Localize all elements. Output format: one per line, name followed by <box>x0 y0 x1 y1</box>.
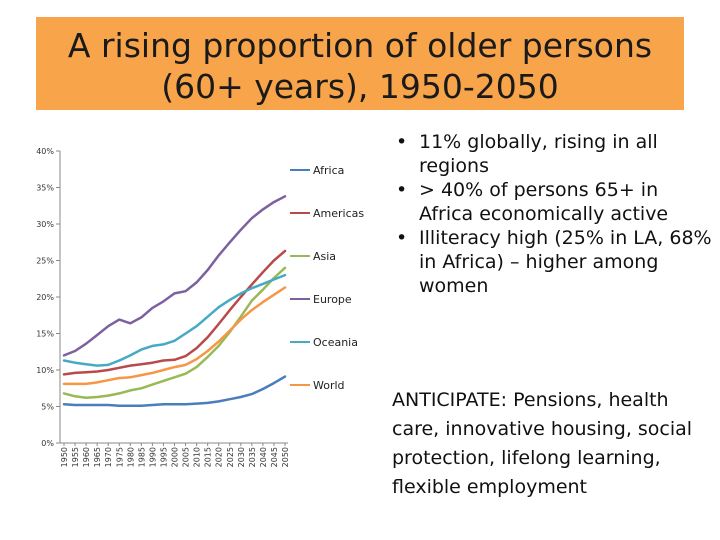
x-tick-label: 1960 <box>82 447 91 467</box>
bullet-item-2: > 40% of persons 65+ in Africa economica… <box>392 178 712 226</box>
series-line-oceania <box>62 273 287 367</box>
y-tick-label: 20% <box>36 293 54 302</box>
title-band <box>36 17 684 110</box>
legend-label-africa: Africa <box>313 164 344 177</box>
legend-label-americas: Americas <box>313 207 364 220</box>
legend-label-world: World <box>313 379 345 392</box>
plot-area: 0% 5% 10% 15% 20% 25% 30% 35% 40% 1950 1955 1960 196… <box>36 147 290 467</box>
series-line-africa <box>62 375 287 408</box>
x-tick-label: 2000 <box>171 447 180 467</box>
series-line-europe <box>62 195 287 357</box>
x-tick-label: 2020 <box>215 447 224 467</box>
x-tick-label: 2040 <box>259 447 268 467</box>
x-tick-label: 1985 <box>137 447 146 467</box>
x-tick-label: 2030 <box>237 447 246 467</box>
anticipate-text: ANTICIPATE: Pensions, health care, innov… <box>392 389 693 498</box>
y-tick-label: 0% <box>41 439 54 448</box>
series-line-world <box>62 286 287 386</box>
x-tick-label: 1955 <box>71 447 80 467</box>
slide-title-line-1: A rising proportion of older persons <box>67 26 653 65</box>
slide-title-line-2: (60+ years), 1950-2050 <box>161 67 559 106</box>
x-tick-label: 1995 <box>159 447 168 467</box>
series-line-asia <box>62 266 287 399</box>
x-tick-label: 2045 <box>270 447 279 467</box>
chart-legend: Africa Americas Asia Europe Oceania World <box>290 164 364 392</box>
bullet-item-1: 11% globally, rising in all regions <box>392 130 712 178</box>
x-tick-label: 1950 <box>60 447 69 467</box>
y-tick-label: 15% <box>36 330 54 339</box>
y-tick-label: 5% <box>41 403 54 412</box>
x-tick-label: 1980 <box>126 447 135 467</box>
x-tick-label: 2035 <box>248 447 257 467</box>
x-tick-label: 2050 <box>281 447 290 467</box>
y-tick-label: 25% <box>36 257 54 266</box>
y-tick-label: 35% <box>36 184 54 193</box>
x-tick-label: 1970 <box>104 447 113 467</box>
x-tick-label: 2005 <box>182 447 191 467</box>
legend-label-oceania: Oceania <box>313 336 358 349</box>
older-persons-line-chart: 0% 5% 10% 15% 20% 25% 30% 35% 40% 1950 1955 1960 196… <box>36 147 364 467</box>
x-tick-label: 2015 <box>204 447 213 467</box>
x-tick-label: 2025 <box>226 447 235 467</box>
x-tick-label: 1965 <box>93 447 102 467</box>
legend-label-asia: Asia <box>313 250 336 263</box>
x-tick-label: 2010 <box>193 447 202 467</box>
series-line-americas <box>62 249 287 376</box>
x-tick-label: 1975 <box>115 447 124 467</box>
y-tick-label: 10% <box>36 366 54 375</box>
y-tick-label: 40% <box>36 147 54 156</box>
x-tick-label: 1990 <box>148 447 157 467</box>
bullet-item-3: Illiteracy high (25% in LA, 68% in Afric… <box>392 226 712 298</box>
y-tick-label: 30% <box>36 220 54 229</box>
legend-label-europe: Europe <box>313 293 352 306</box>
bullet-list: 11% globally, rising in all regions > 40… <box>392 130 712 298</box>
